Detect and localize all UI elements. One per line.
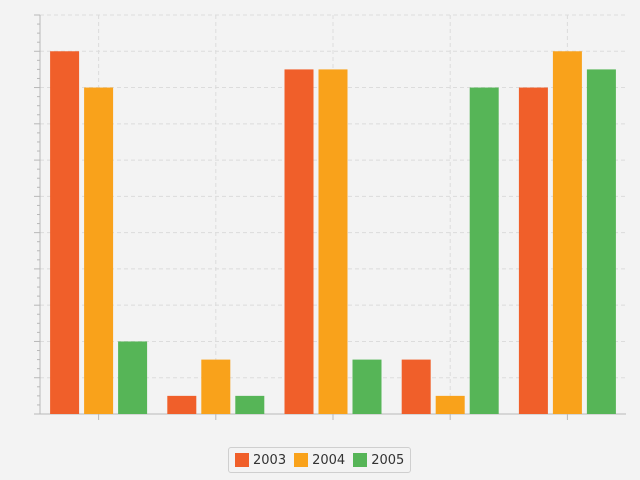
legend-label-2004: 2004 bbox=[312, 452, 346, 468]
legend-swatch-2003 bbox=[235, 453, 249, 467]
bar-2004-3 bbox=[318, 69, 348, 414]
bar-2005-1 bbox=[118, 341, 148, 414]
bar-2004-5 bbox=[552, 51, 582, 414]
bar-2005-5 bbox=[586, 69, 616, 414]
legend-label-2005: 2005 bbox=[371, 452, 405, 468]
legend-item-2004[interactable]: 2004 bbox=[294, 453, 345, 468]
bar-2005-2 bbox=[235, 395, 265, 414]
bar-2004-1 bbox=[84, 87, 114, 414]
legend-label-2003: 2003 bbox=[253, 452, 287, 468]
legend-item-2005[interactable]: 2005 bbox=[353, 453, 404, 468]
bar-2003-5 bbox=[518, 87, 548, 414]
bar-2004-4 bbox=[435, 395, 465, 414]
legend-swatch-2005 bbox=[353, 453, 368, 467]
legend-item-2003[interactable]: 2003 bbox=[235, 453, 286, 468]
bar-2005-3 bbox=[352, 359, 382, 414]
bar-2003-3 bbox=[284, 69, 314, 414]
bar-2004-2 bbox=[201, 359, 231, 414]
bar-2005-4 bbox=[469, 87, 499, 414]
legend: 2003 2004 2005 bbox=[228, 447, 412, 473]
bar-2003-2 bbox=[167, 395, 197, 414]
bar-2003-4 bbox=[401, 359, 431, 414]
legend-swatch-2004 bbox=[294, 453, 309, 467]
bar-2003-1 bbox=[50, 51, 80, 414]
